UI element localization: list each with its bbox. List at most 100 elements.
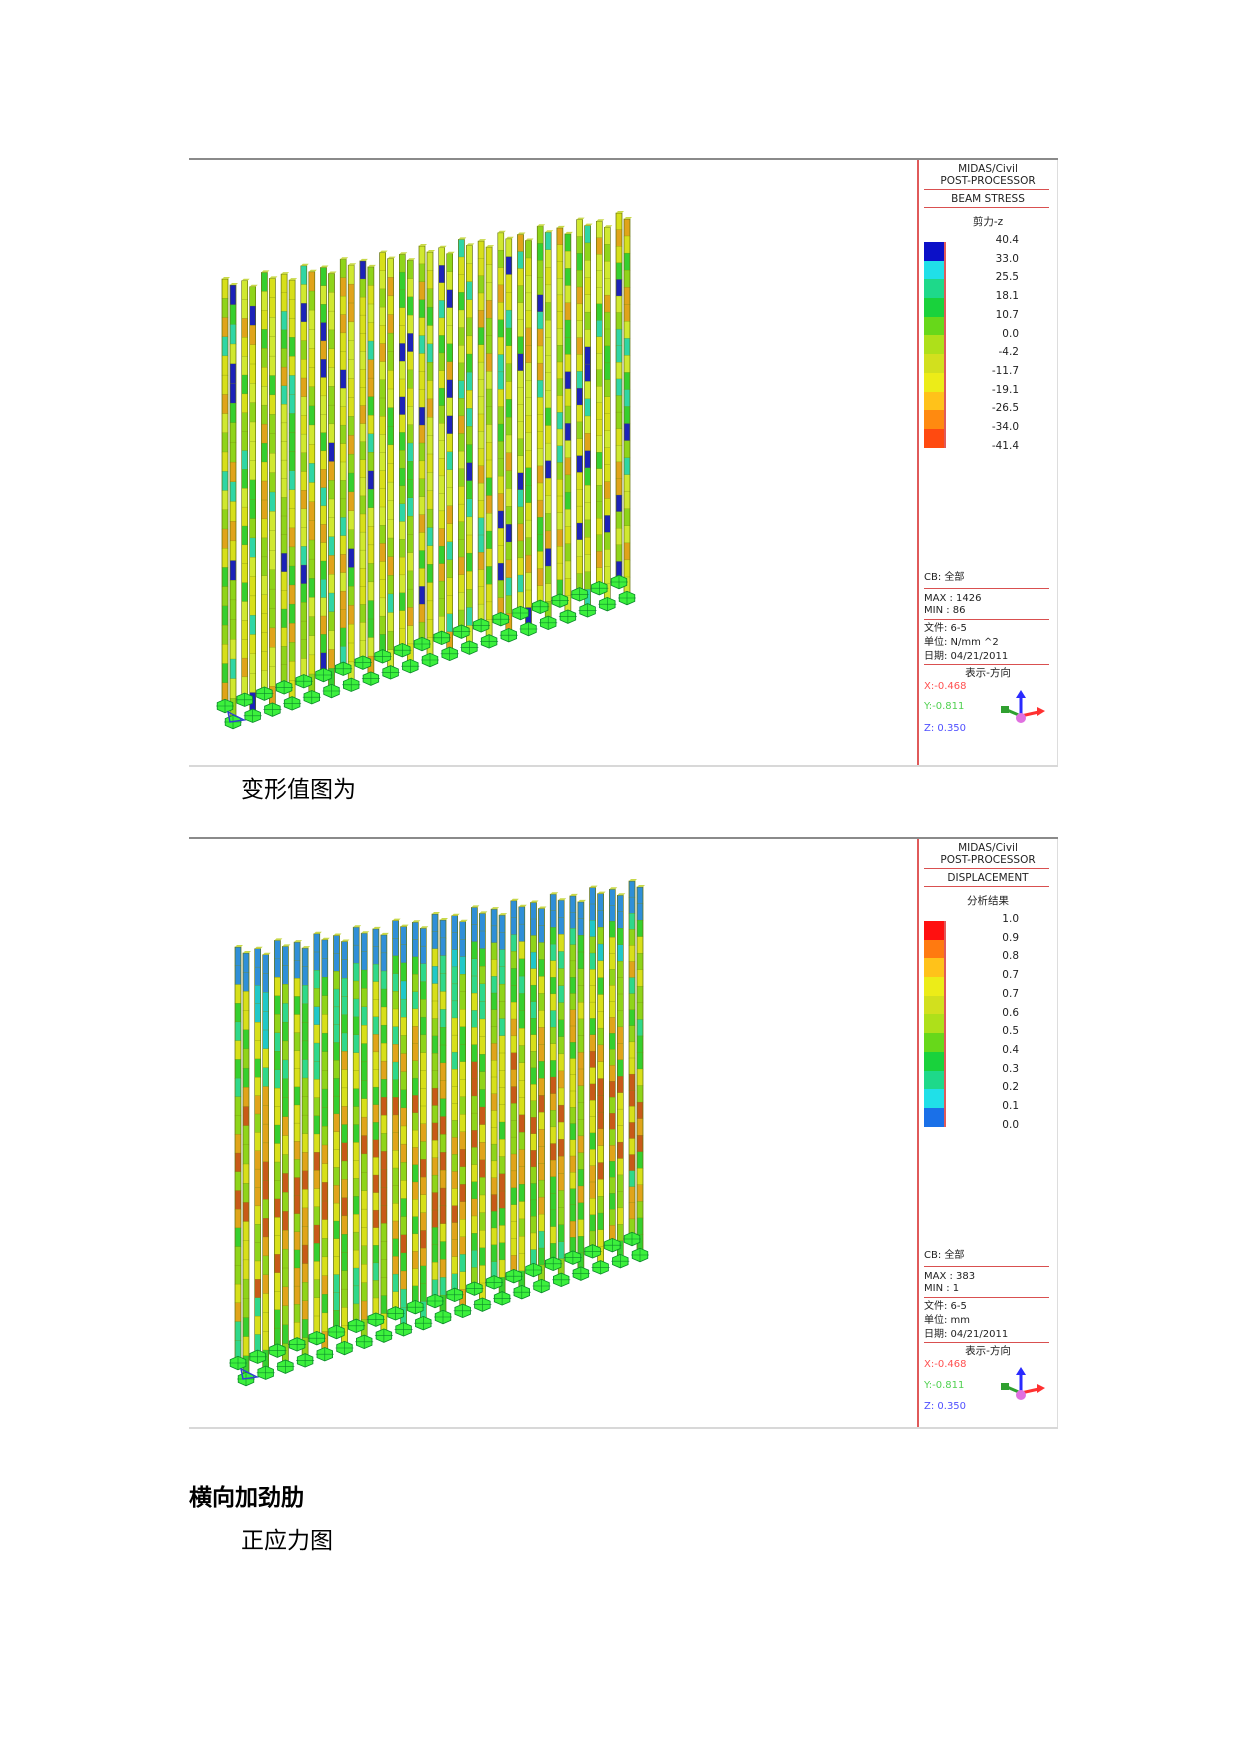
scale-value-label: 0.6 xyxy=(1002,1006,1019,1019)
scale-swatch xyxy=(924,1107,946,1127)
scale-swatch xyxy=(924,995,946,1015)
column-member xyxy=(320,265,329,672)
column-member xyxy=(420,926,429,1320)
axis-triad-icon xyxy=(1001,690,1045,723)
column-member xyxy=(576,217,585,592)
column-member xyxy=(300,263,309,678)
column-member xyxy=(347,263,357,682)
column-member xyxy=(221,277,230,703)
column-member xyxy=(293,940,303,1342)
column-member xyxy=(274,938,283,1348)
legend-result-type: BEAM STRESS xyxy=(951,193,1025,205)
column-member xyxy=(372,926,381,1317)
scale-swatch xyxy=(924,958,946,978)
column-member xyxy=(517,232,526,610)
scale-swatch xyxy=(924,977,946,996)
column-member xyxy=(616,893,626,1258)
column-member xyxy=(280,272,290,685)
legend-min: MIN : 86 xyxy=(924,605,966,616)
column-member xyxy=(628,879,637,1236)
legend-program: MIDAS/Civil xyxy=(958,842,1018,854)
beam-stress-model-view xyxy=(216,211,636,730)
column-member xyxy=(341,939,350,1345)
scale-swatch xyxy=(924,1070,946,1090)
column-member xyxy=(498,913,508,1296)
column-member xyxy=(439,918,448,1314)
view-x: X:-0.468 xyxy=(924,1359,967,1370)
column-member xyxy=(518,904,527,1289)
scale-swatch xyxy=(924,410,946,429)
column-member xyxy=(589,885,598,1249)
column-member xyxy=(418,244,427,641)
column-member xyxy=(569,893,578,1255)
column-member xyxy=(241,278,250,697)
column-member xyxy=(407,258,416,663)
legend-program: MIDAS/Civil xyxy=(958,163,1018,175)
scale-value-label: 18.1 xyxy=(995,290,1019,303)
scale-value-label: 0.2 xyxy=(1002,1081,1019,1094)
column-member xyxy=(584,223,593,608)
origin-marker-icon xyxy=(240,1367,260,1380)
column-member xyxy=(360,931,370,1339)
scale-value-label: 0.3 xyxy=(1002,1062,1019,1075)
origin-marker-icon xyxy=(227,710,247,723)
scale-swatch xyxy=(924,260,946,280)
column-member xyxy=(485,245,495,639)
scale-value-label: 0.0 xyxy=(1002,1118,1019,1131)
column-member xyxy=(490,907,500,1280)
scale-value-label: 10.7 xyxy=(995,308,1019,321)
column-member xyxy=(556,225,565,598)
scale-value-label: 33.0 xyxy=(995,252,1019,265)
scale-swatch xyxy=(924,1089,946,1108)
column-member xyxy=(636,885,645,1252)
scale-value-label: 1.0 xyxy=(1002,913,1019,925)
legend-module: POST-PROCESSOR xyxy=(940,854,1036,866)
column-member xyxy=(530,900,539,1267)
beam-stress-figure: MIDAS/Civil POST-PROCESSOR BEAM STRESS 剪… xyxy=(189,158,1058,767)
column-member xyxy=(234,945,243,1360)
legend-view-direction: 表示-方向 xyxy=(965,667,1011,679)
legend-file: 文件: 6-5 xyxy=(924,623,967,634)
column-member xyxy=(431,912,440,1298)
scale-swatch xyxy=(924,335,946,355)
column-member xyxy=(497,230,506,616)
column-member xyxy=(242,951,251,1376)
legend-file: 文件: 6-5 xyxy=(924,1301,967,1312)
scale-swatch xyxy=(924,1033,946,1052)
scale-value-label: -41.4 xyxy=(991,439,1019,452)
column-member xyxy=(479,911,488,1302)
column-member xyxy=(477,239,487,623)
scale-value-label: -11.7 xyxy=(991,364,1019,377)
column-member xyxy=(426,250,435,657)
scale-value-label: 0.7 xyxy=(1002,969,1019,982)
scale-value-label: 40.4 xyxy=(995,234,1019,246)
legend-unit: 单位: N/mm ^2 xyxy=(924,637,999,648)
caption-normal-stress: 正应力图 xyxy=(241,1528,333,1554)
column-member xyxy=(313,931,322,1335)
column-member xyxy=(595,219,605,585)
legend-component: 分析结果 xyxy=(967,895,1009,907)
column-member xyxy=(379,250,388,654)
column-member xyxy=(577,899,586,1271)
scale-swatch xyxy=(924,242,946,261)
column-member xyxy=(269,276,278,707)
scale-value-label: 0.7 xyxy=(1002,987,1019,1000)
section-heading: 横向加劲肋 xyxy=(189,1485,304,1511)
column-member xyxy=(544,230,554,620)
scale-value-label: -19.1 xyxy=(991,383,1019,396)
displacement-figure: MIDAS/Civil POST-PROCESSOR DISPLACEMENT … xyxy=(189,837,1058,1429)
column-member xyxy=(400,924,409,1327)
column-member xyxy=(471,905,480,1286)
column-member xyxy=(352,925,362,1323)
column-member xyxy=(308,269,317,694)
view-z: Z: 0.350 xyxy=(924,723,967,734)
column-member xyxy=(505,236,514,632)
column-member xyxy=(367,264,376,676)
column-member xyxy=(254,946,263,1354)
column-member xyxy=(549,892,559,1261)
column-member xyxy=(608,887,618,1242)
legend-max: MAX : 1426 xyxy=(924,593,982,604)
scale-value-label: -26.5 xyxy=(991,402,1019,415)
view-y: Y:-0.811 xyxy=(924,1380,965,1391)
scale-swatch xyxy=(924,279,946,299)
